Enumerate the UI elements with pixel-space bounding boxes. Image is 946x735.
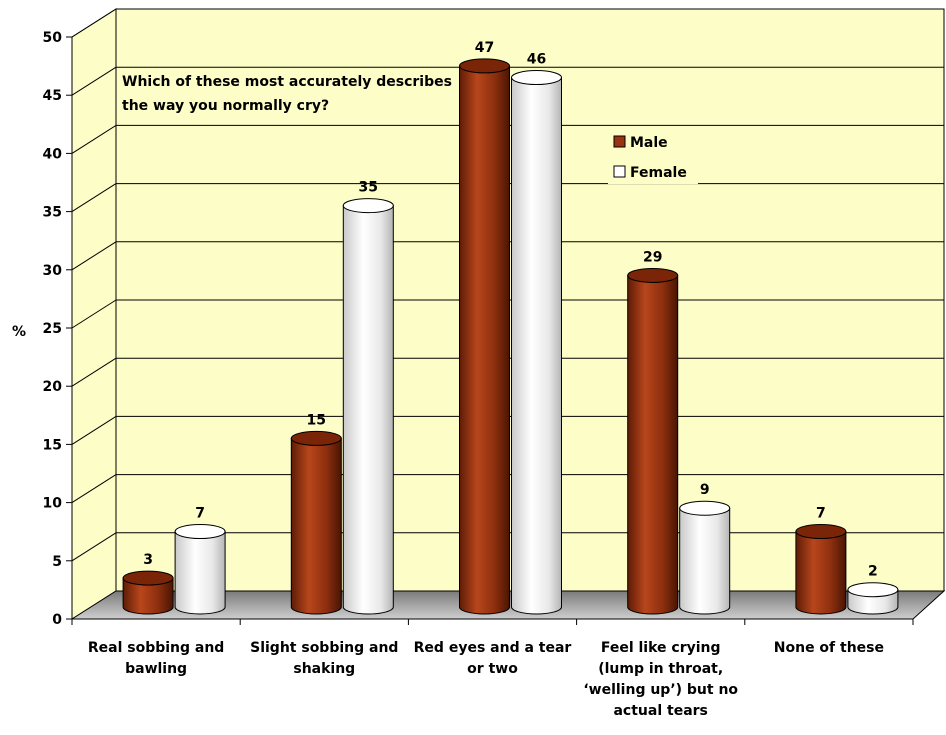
data-label-male: 29 (643, 249, 662, 265)
data-label-female: 2 (868, 564, 878, 580)
y-tick-label: 35 (43, 205, 62, 221)
data-label-female: 9 (700, 482, 710, 498)
category-label: Feel like crying (lump in throat, ‘welling… (583, 640, 738, 719)
gridline-side (71, 532, 117, 562)
bar-male (290, 430, 342, 615)
data-label-female: 7 (195, 506, 205, 522)
gridline-side (71, 183, 117, 213)
bar-female (679, 500, 731, 615)
bar-body-male (122, 577, 174, 615)
y-tick-label: 20 (43, 379, 63, 395)
data-label-male: 7 (816, 506, 826, 522)
legend-swatch-female (613, 165, 626, 178)
data-label-male: 47 (475, 40, 494, 56)
annotation-line-2: the way you normally cry? (122, 98, 329, 114)
data-label-male: 15 (307, 412, 326, 428)
gridline-side (71, 299, 117, 329)
bar-body-female (511, 77, 562, 615)
bar-body-male (290, 437, 342, 615)
y-tick-label: 50 (43, 30, 63, 46)
bar-female (342, 198, 394, 615)
bar-top-female (174, 524, 226, 540)
bar-body-female (679, 507, 731, 615)
y-tick-label: 0 (52, 612, 62, 628)
bar-male (122, 570, 174, 615)
data-labels: 3 15 47 29 7 7 35 46 9 2 (143, 40, 878, 580)
legend-label-male: Male (630, 135, 668, 151)
bar-body-male (627, 274, 679, 615)
gridline-side (71, 66, 117, 96)
annotation-line-1: Which of these most accurately describes (122, 74, 452, 90)
bar-male (459, 58, 510, 615)
bar-top-male (459, 58, 510, 74)
legend-swatch-male (613, 135, 626, 148)
y-tick-label: 30 (43, 263, 63, 279)
data-label-female: 46 (527, 52, 546, 68)
bar-male (627, 267, 679, 615)
legend-label-female: Female (630, 165, 687, 181)
legend: Male Female (608, 132, 698, 184)
y-tick-label: 45 (43, 88, 62, 104)
bar-top-male (795, 524, 847, 540)
bar-male (795, 524, 847, 615)
bar-top-male (290, 430, 342, 446)
y-tick-label: 10 (43, 496, 63, 512)
gridline-side (71, 474, 117, 504)
axes: 0 5 10 15 20 25 30 35 40 45 50 (43, 30, 914, 628)
bar-body-male (459, 65, 510, 615)
data-label-female: 35 (359, 180, 378, 196)
data-label-male: 3 (143, 552, 153, 568)
bar-female (174, 524, 226, 615)
bar-top-male (122, 570, 174, 586)
y-tick-label: 15 (43, 437, 62, 453)
y-axis-label: % (12, 324, 26, 340)
category-label: None of these (774, 640, 884, 656)
category-label: Real sobbing and bawling (88, 640, 225, 677)
bars (122, 58, 899, 615)
gridline-side (71, 124, 117, 154)
category-label: Slight sobbing and shaking (250, 640, 398, 677)
bar-top-female (511, 70, 562, 86)
bar-top-male (627, 267, 679, 283)
bar-body-female (342, 205, 394, 615)
y-tick-label: 40 (43, 146, 63, 162)
bar-body-male (795, 531, 847, 615)
gridline-side (71, 357, 117, 387)
gridline-side (71, 241, 117, 271)
bar-female (511, 70, 562, 615)
gridline-side (71, 8, 117, 38)
category-labels: Real sobbing and bawling Slight sobbing an… (88, 640, 884, 719)
bar-top-female (847, 582, 899, 598)
bar-female (847, 582, 899, 615)
gridline-side (71, 415, 117, 445)
bar-top-female (342, 198, 394, 214)
bar-top-female (679, 500, 731, 516)
bar-body-female (174, 531, 226, 615)
category-label: Red eyes and a tear or two (414, 640, 572, 677)
y-tick-label: 5 (52, 554, 62, 570)
y-tick-label: 25 (43, 321, 62, 337)
